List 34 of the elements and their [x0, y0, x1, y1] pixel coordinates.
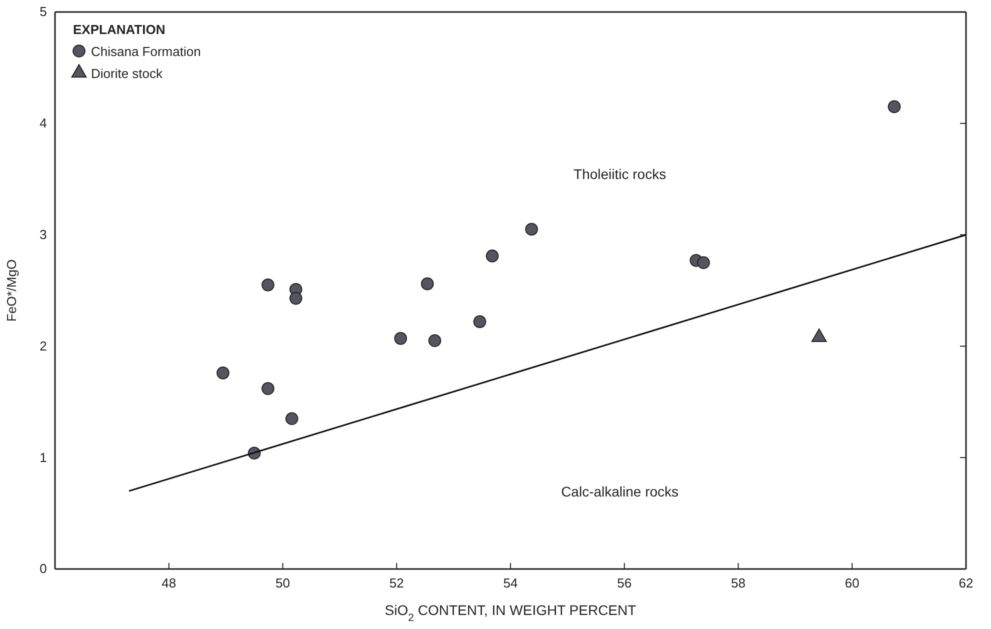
x-tick-label: 50	[276, 576, 290, 591]
x-tick-label: 52	[389, 576, 404, 591]
point	[486, 250, 499, 262]
point	[428, 334, 442, 348]
y-tick-label: 0	[40, 561, 47, 576]
y-tick-label: 1	[40, 450, 47, 465]
x-axis-title: SiO$_{2}$ CONTENT, IN WEIGHT PERCENT	[384, 602, 637, 624]
legend-label: Chisana Formation	[91, 44, 201, 59]
x-tick-label: 56	[617, 576, 632, 591]
point	[289, 292, 302, 305]
x-tick-label: 58	[731, 576, 746, 591]
y-tick-label: 5	[40, 4, 47, 20]
point	[420, 277, 434, 290]
annotation: Calc-alkaline rocks	[561, 484, 679, 500]
annotation: Tholeiitic rocks	[574, 166, 666, 182]
point	[888, 100, 901, 114]
y-tick-label: 2	[40, 338, 47, 354]
y-tick-label: 3	[40, 226, 47, 242]
x-tick-label: 62	[958, 576, 974, 591]
y-axis-title: FeO*/MgO	[4, 259, 19, 322]
point	[262, 382, 274, 395]
point	[473, 315, 486, 328]
legend-label: Diorite stock	[91, 66, 164, 81]
x-tick-label: 54	[503, 576, 518, 591]
x-tick-label: 60	[844, 576, 860, 591]
point	[525, 222, 538, 236]
y-tick-label: 4	[40, 116, 47, 131]
point	[394, 332, 408, 345]
x-tick-label: 48	[162, 576, 176, 591]
point	[285, 412, 298, 426]
point	[216, 366, 230, 380]
legend-title: EXPLANATION	[73, 22, 166, 37]
point	[262, 278, 274, 292]
point	[697, 256, 710, 270]
